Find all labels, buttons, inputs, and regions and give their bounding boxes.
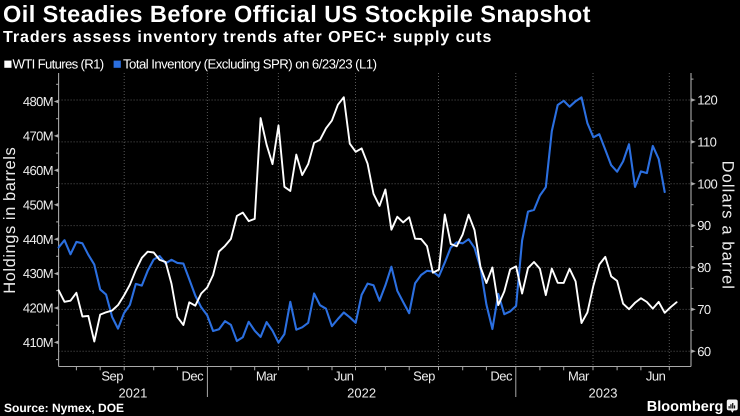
svg-text:420M: 420M bbox=[23, 301, 53, 316]
svg-text:2021: 2021 bbox=[118, 385, 147, 400]
svg-text:Jun: Jun bbox=[334, 368, 354, 383]
svg-text:Mar: Mar bbox=[568, 368, 590, 383]
svg-text:Sep: Sep bbox=[101, 368, 123, 383]
svg-text:Oil Steadies Before Official U: Oil Steadies Before Official US Stockpil… bbox=[3, 1, 591, 27]
svg-text:Jun: Jun bbox=[646, 368, 666, 383]
svg-text:WTI Futures (R1): WTI Futures (R1) bbox=[13, 57, 104, 72]
svg-text:440M: 440M bbox=[23, 232, 53, 247]
svg-text:Dec: Dec bbox=[181, 368, 204, 383]
svg-text:430M: 430M bbox=[23, 266, 53, 281]
svg-text:Holdings in barrels: Holdings in barrels bbox=[1, 147, 19, 294]
svg-text:Dollars a barrel: Dollars a barrel bbox=[719, 161, 737, 290]
svg-text:450M: 450M bbox=[23, 197, 53, 212]
svg-text:Bloomberg: Bloomberg bbox=[647, 399, 724, 415]
svg-text:Mar: Mar bbox=[256, 368, 278, 383]
svg-text:480M: 480M bbox=[23, 94, 53, 109]
svg-text:80: 80 bbox=[697, 260, 711, 275]
svg-text:410M: 410M bbox=[23, 335, 53, 350]
svg-text:60: 60 bbox=[697, 344, 711, 359]
svg-text:110: 110 bbox=[697, 135, 716, 150]
svg-text:2022: 2022 bbox=[347, 385, 376, 400]
svg-text:70: 70 bbox=[697, 302, 711, 317]
svg-text:460M: 460M bbox=[23, 163, 53, 178]
svg-text:470M: 470M bbox=[23, 129, 53, 144]
svg-text:120: 120 bbox=[697, 93, 717, 108]
svg-text:100: 100 bbox=[697, 176, 717, 191]
svg-text:Dec: Dec bbox=[490, 368, 513, 383]
svg-text:Source: Nymex, DOE: Source: Nymex, DOE bbox=[4, 401, 124, 415]
svg-text:Sep: Sep bbox=[413, 368, 435, 383]
svg-text:Total Inventory (Excluding SPR: Total Inventory (Excluding SPR) on 6/23/… bbox=[123, 57, 377, 72]
svg-text:90: 90 bbox=[697, 218, 711, 233]
svg-text:Traders assess inventory trend: Traders assess inventory trends after OP… bbox=[3, 29, 492, 46]
svg-text:2023: 2023 bbox=[589, 385, 618, 400]
